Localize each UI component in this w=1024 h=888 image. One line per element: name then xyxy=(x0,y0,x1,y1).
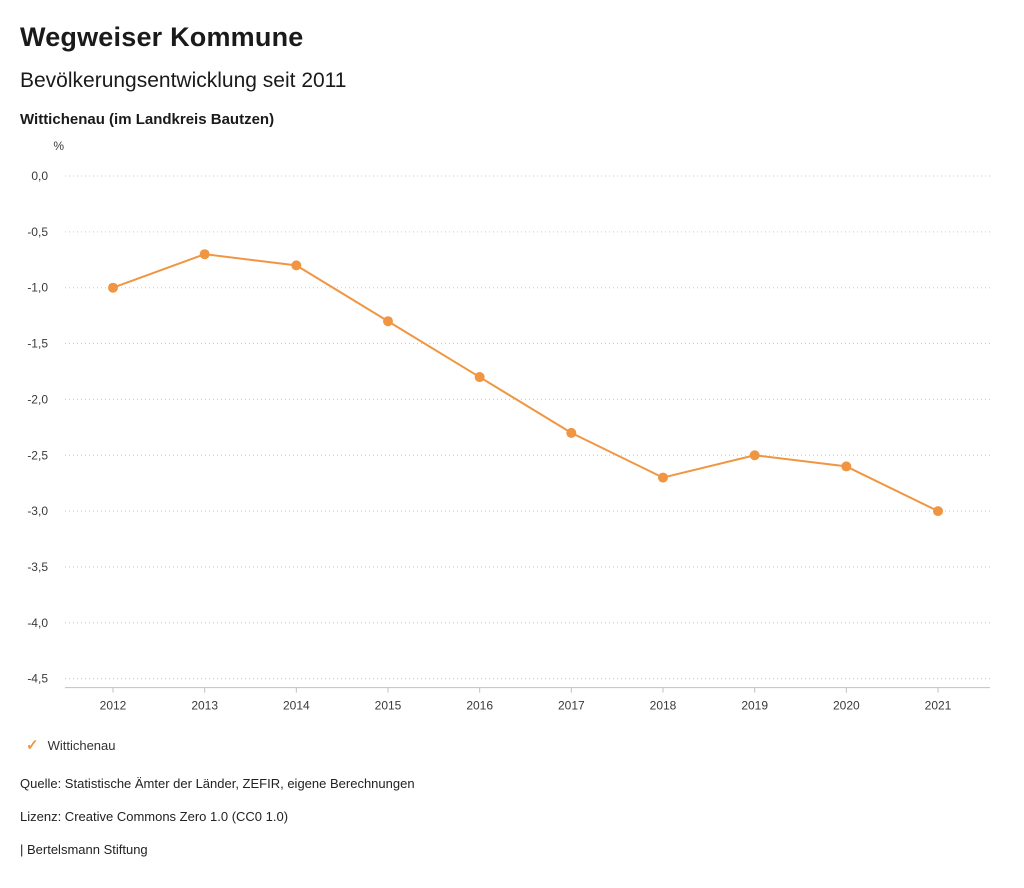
legend-item-wittichenau[interactable]: ✓ Wittichenau xyxy=(26,738,116,753)
series-line xyxy=(112,253,939,512)
page-title: Wegweiser Kommune xyxy=(20,22,304,52)
y-tick-label: 0,0 xyxy=(31,169,48,183)
data-point[interactable] xyxy=(291,260,302,271)
x-tick-label: 2014 xyxy=(283,699,310,713)
data-point[interactable] xyxy=(474,372,485,383)
y-tick-label: -1,0 xyxy=(27,281,48,295)
y-tick-label: -2,0 xyxy=(27,392,48,406)
y-tick-label: -1,5 xyxy=(27,337,48,351)
y-tick-label: -0,5 xyxy=(27,225,48,239)
data-point[interactable] xyxy=(749,450,760,461)
source-line: Quelle: Statistische Ämter der Länder, Z… xyxy=(20,776,415,791)
x-tick-label: 2019 xyxy=(741,699,768,713)
chart-legend: ✓ Wittichenau xyxy=(0,734,1024,756)
chart-footer: Quelle: Statistische Ämter der Länder, Z… xyxy=(0,756,1024,857)
data-point[interactable] xyxy=(566,427,577,438)
y-tick-label: -4,5 xyxy=(27,672,48,686)
chart-area: % 0,0 -0,5 -1,0 -1,5 -2,0 -2,5 -3,0 -3,5 -4,0 -4,5… xyxy=(0,130,1024,730)
x-tick-label: 2012 xyxy=(100,699,127,713)
data-point[interactable] xyxy=(108,282,118,293)
x-tick-label: 2021 xyxy=(925,699,952,713)
y-tick-label: -2,5 xyxy=(27,448,48,462)
population-line-chart: % 0,0 -0,5 -1,0 -1,5 -2,0 -2,5 -3,0 -3,5 -4,0 -4,5… xyxy=(27,139,990,713)
data-point[interactable] xyxy=(658,472,668,483)
y-tick-label: -3,5 xyxy=(27,560,48,574)
check-icon: ✓ xyxy=(26,736,39,754)
region-label: Wittichenau (im Landkreis Bautzen) xyxy=(20,111,275,128)
attribution-line: | Bertelsmann Stiftung xyxy=(20,842,148,857)
y-axis-unit-label: % xyxy=(53,139,64,153)
y-tick-label: -3,0 xyxy=(27,504,48,518)
x-tick-label: 2015 xyxy=(375,699,402,713)
x-tick-label: 2017 xyxy=(558,699,585,713)
chart-header: Wegweiser Kommune Bevölkerungsentwicklun… xyxy=(0,0,1024,128)
license-line: Lizenz: Creative Commons Zero 1.0 (CC0 1… xyxy=(20,809,289,824)
chart-subtitle: Bevölkerungsentwicklung seit 2011 xyxy=(20,69,347,92)
data-point[interactable] xyxy=(383,316,393,327)
x-tick-label: 2016 xyxy=(466,699,493,713)
data-point[interactable] xyxy=(933,506,943,517)
y-tick-label: -4,0 xyxy=(27,616,48,630)
data-point[interactable] xyxy=(199,249,210,260)
x-tick-label: 2013 xyxy=(191,699,218,713)
x-tick-label: 2020 xyxy=(833,699,860,713)
data-point[interactable] xyxy=(841,461,852,472)
x-tick-label: 2018 xyxy=(650,699,677,713)
legend-label: Wittichenau xyxy=(47,737,116,753)
